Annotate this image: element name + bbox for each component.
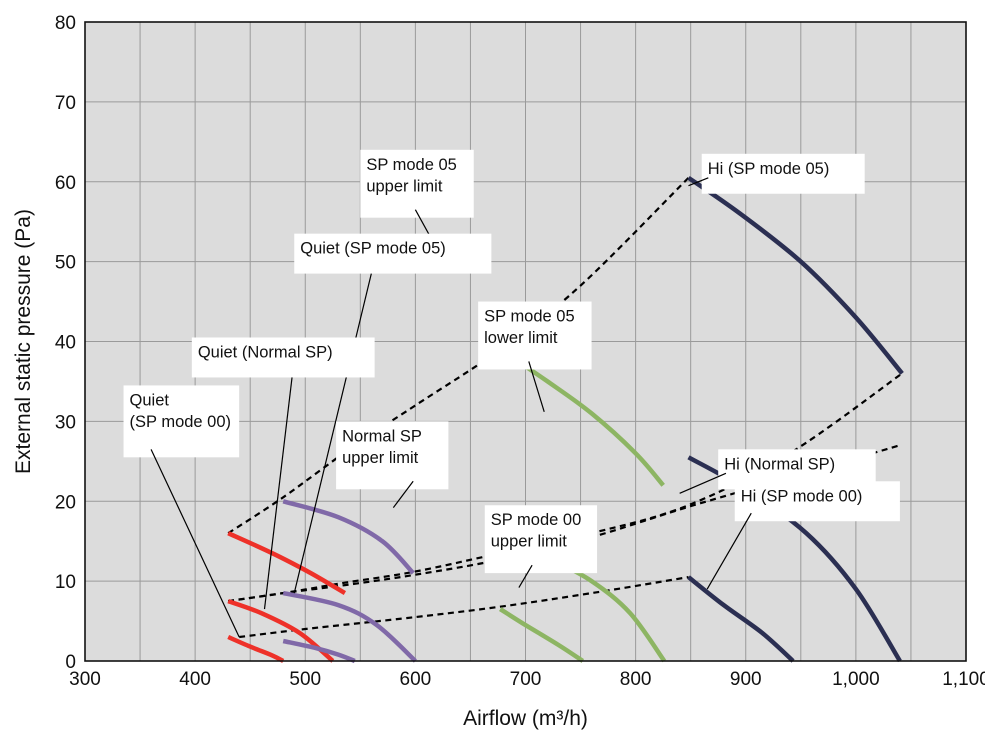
annotation-label: Quiet (Normal SP): [198, 344, 333, 362]
purple-curve: [282, 590, 417, 663]
annotation-box: [336, 421, 449, 490]
annotation-leader-line: [688, 177, 709, 187]
x-axis-title: Airflow (m³/h): [463, 707, 588, 730]
purple-curve: [282, 499, 415, 575]
y-tick-label: 60: [55, 173, 76, 194]
x-tick-label: 900: [730, 669, 762, 690]
annotations: SP mode 05 upper limit Hi (SP mode 05) Quie…: [123, 149, 900, 638]
navy-curve: [687, 175, 904, 375]
annotation-leader-line: [679, 472, 727, 494]
red-curve: [227, 531, 347, 596]
annotation-label: Hi (Normal SP): [724, 455, 835, 473]
y-tick-label: 80: [55, 13, 76, 34]
annotation-label: (SP mode 00): [130, 413, 232, 431]
annotation-box: [701, 153, 865, 194]
annotation-leader-line: [293, 273, 372, 594]
y-tick-labels: 0 10 20 30 40 50 60 70 80: [55, 13, 76, 673]
x-tick-label: 500: [289, 669, 321, 690]
annotation-label: Hi (SP mode 05): [708, 160, 830, 178]
x-tick-label: 800: [620, 669, 652, 690]
purple-curve: [282, 638, 356, 664]
y-tick-label: 10: [55, 572, 76, 593]
y-axis-title: External static pressure (Pa): [12, 209, 35, 474]
x-tick-label: 700: [510, 669, 542, 690]
x-tick-labels: 300 400 500 600 700 800 900 1,000 1,100: [69, 669, 985, 690]
annotation-box: [478, 301, 592, 370]
x-tick-label: 1,100: [942, 669, 985, 690]
navy-curve: [687, 575, 795, 663]
annotation-label: SP mode 05: [366, 156, 457, 174]
y-tick-label: 50: [55, 253, 76, 274]
dashed-limit-curve: [239, 576, 689, 639]
y-tick-label: 0: [65, 652, 76, 673]
annotation-box: [123, 385, 240, 458]
annotation-leader-line: [150, 449, 240, 638]
annotation-label: Quiet (SP mode 05): [300, 240, 446, 258]
green-curve: [499, 607, 585, 663]
annotation-leader-line: [528, 361, 545, 412]
y-tick-label: 40: [55, 333, 76, 354]
gridlines: [85, 22, 966, 661]
plot-frame: [84, 21, 967, 662]
annotation-leader-line: [518, 564, 533, 588]
annotation-leader-line: [392, 480, 414, 509]
annotation-box: [191, 337, 375, 378]
annotation-label: upper limit: [366, 177, 443, 195]
annotation-label: Hi (SP mode 00): [741, 487, 863, 505]
x-tick-label: 300: [69, 669, 101, 690]
annotation-label: upper limit: [342, 449, 419, 467]
annotation-box: [734, 481, 900, 522]
annotation-box: [294, 233, 492, 274]
annotation-label: upper limit: [491, 533, 568, 551]
annotation-box: [484, 505, 598, 574]
x-tick-label: 1,000: [832, 669, 880, 690]
y-tick-label: 30: [55, 412, 76, 433]
annotation-label: Quiet: [130, 391, 170, 409]
annotation-label: lower limit: [484, 329, 558, 347]
green-curve: [498, 347, 665, 487]
annotation-label: SP mode 05: [484, 308, 575, 326]
y-tick-label: 70: [55, 93, 76, 114]
red-curve: [227, 634, 285, 664]
annotation-leader-line: [706, 512, 752, 590]
annotation-box: [360, 149, 474, 218]
annotation-leader-line: [263, 377, 293, 610]
x-tick-label: 600: [400, 669, 432, 690]
annotation-label: SP mode 00: [491, 511, 582, 529]
annotation-label: Normal SP: [342, 427, 422, 445]
x-tick-label: 400: [179, 669, 211, 690]
y-tick-label: 20: [55, 492, 76, 513]
